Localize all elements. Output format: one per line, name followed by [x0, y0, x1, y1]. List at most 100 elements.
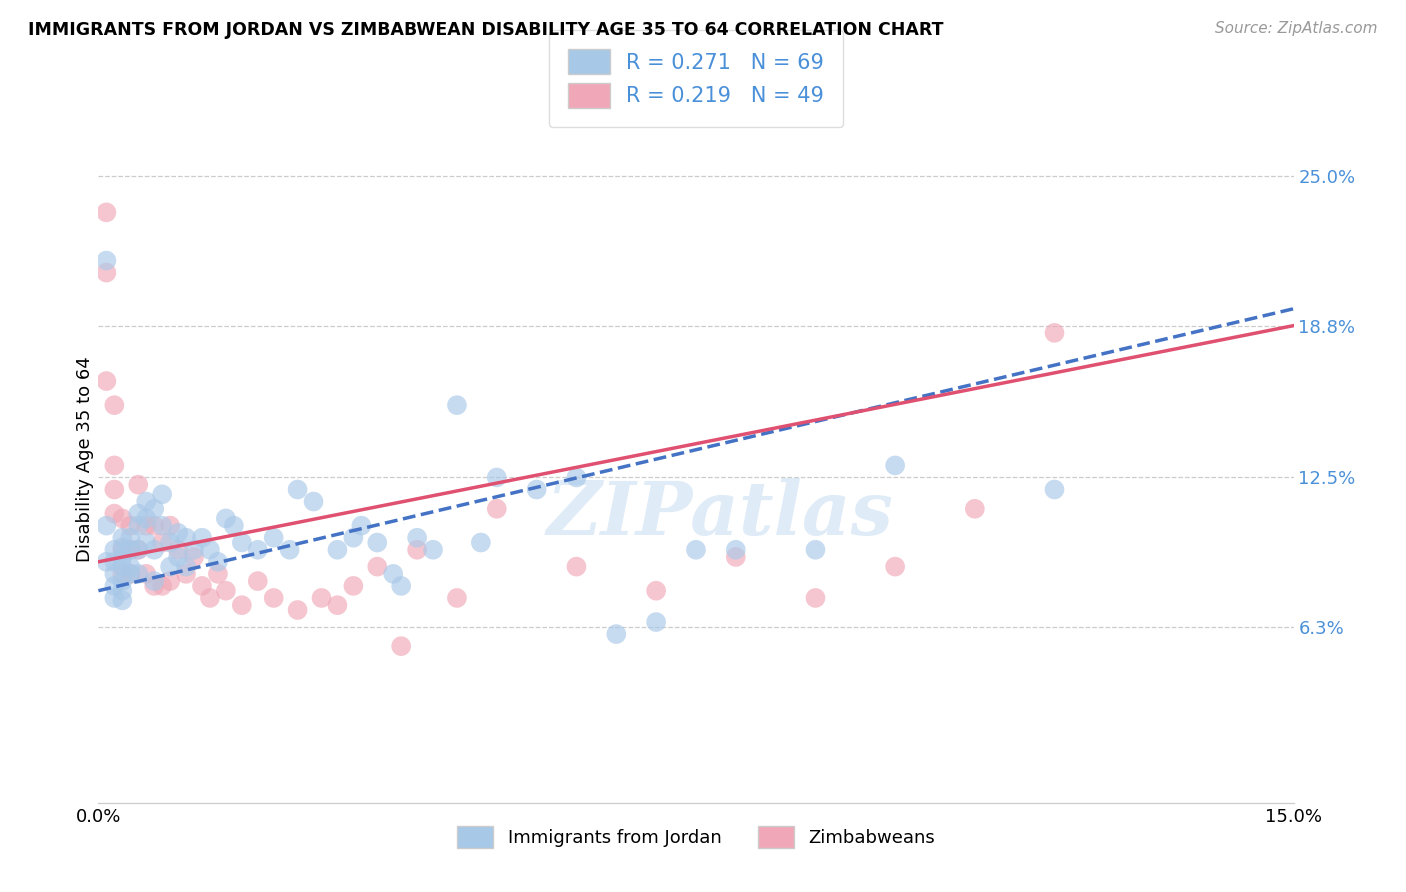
Point — [111, 574, 134, 588]
Point — [191, 531, 214, 545]
Point — [215, 511, 238, 525]
Point — [207, 555, 229, 569]
Point — [645, 615, 668, 629]
Point — [135, 566, 157, 581]
Point — [120, 566, 142, 581]
Point — [174, 531, 197, 545]
Point — [406, 531, 429, 545]
Point — [120, 542, 142, 557]
Point — [120, 531, 142, 545]
Legend: Immigrants from Jordan, Zimbabweans: Immigrants from Jordan, Zimbabweans — [443, 812, 949, 863]
Point — [103, 579, 125, 593]
Point — [127, 542, 149, 557]
Point — [389, 639, 412, 653]
Point — [198, 542, 221, 557]
Point — [207, 566, 229, 581]
Point — [287, 483, 309, 497]
Point — [446, 591, 468, 605]
Point — [565, 559, 588, 574]
Point — [366, 559, 388, 574]
Point — [183, 549, 205, 564]
Y-axis label: Disability Age 35 to 64: Disability Age 35 to 64 — [76, 357, 94, 562]
Point — [135, 535, 157, 549]
Point — [111, 549, 134, 564]
Point — [120, 566, 142, 581]
Point — [127, 542, 149, 557]
Point — [159, 559, 181, 574]
Point — [565, 470, 588, 484]
Point — [382, 566, 405, 581]
Point — [143, 518, 166, 533]
Point — [222, 518, 245, 533]
Point — [167, 549, 190, 564]
Point — [96, 518, 118, 533]
Point — [1043, 483, 1066, 497]
Point — [263, 591, 285, 605]
Text: Source: ZipAtlas.com: Source: ZipAtlas.com — [1215, 21, 1378, 36]
Point — [183, 542, 205, 557]
Point — [111, 583, 134, 598]
Point — [159, 518, 181, 533]
Point — [96, 205, 118, 219]
Point — [120, 559, 142, 574]
Point — [135, 494, 157, 508]
Point — [127, 518, 149, 533]
Point — [103, 555, 125, 569]
Point — [326, 542, 349, 557]
Point — [143, 579, 166, 593]
Point — [135, 518, 157, 533]
Point — [174, 566, 197, 581]
Point — [884, 559, 907, 574]
Point — [605, 627, 627, 641]
Point — [326, 598, 349, 612]
Point — [96, 374, 118, 388]
Point — [150, 535, 173, 549]
Point — [150, 518, 173, 533]
Point — [302, 494, 325, 508]
Point — [350, 518, 373, 533]
Point — [342, 531, 364, 545]
Point — [103, 591, 125, 605]
Point — [526, 483, 548, 497]
Point — [406, 542, 429, 557]
Point — [127, 477, 149, 491]
Point — [311, 591, 333, 605]
Point — [96, 555, 118, 569]
Point — [231, 535, 253, 549]
Point — [724, 549, 747, 564]
Point — [963, 501, 986, 516]
Point — [103, 398, 125, 412]
Point — [167, 542, 190, 557]
Point — [366, 535, 388, 549]
Point — [191, 579, 214, 593]
Point — [724, 542, 747, 557]
Point — [231, 598, 253, 612]
Point — [470, 535, 492, 549]
Text: ZIPatlas: ZIPatlas — [547, 478, 893, 550]
Point — [167, 525, 190, 540]
Point — [685, 542, 707, 557]
Point — [287, 603, 309, 617]
Point — [111, 531, 134, 545]
Point — [111, 542, 134, 557]
Point — [804, 542, 827, 557]
Point — [215, 583, 238, 598]
Point — [150, 487, 173, 501]
Point — [278, 542, 301, 557]
Point — [111, 566, 134, 581]
Point — [485, 501, 508, 516]
Point — [246, 542, 269, 557]
Point — [389, 579, 412, 593]
Point — [143, 574, 166, 588]
Point — [263, 531, 285, 545]
Point — [159, 535, 181, 549]
Point — [198, 591, 221, 605]
Point — [111, 541, 134, 555]
Text: IMMIGRANTS FROM JORDAN VS ZIMBABWEAN DISABILITY AGE 35 TO 64 CORRELATION CHART: IMMIGRANTS FROM JORDAN VS ZIMBABWEAN DIS… — [28, 21, 943, 38]
Point — [103, 542, 125, 557]
Point — [804, 591, 827, 605]
Point — [103, 566, 125, 581]
Point — [135, 511, 157, 525]
Point — [111, 559, 134, 574]
Point — [174, 559, 197, 574]
